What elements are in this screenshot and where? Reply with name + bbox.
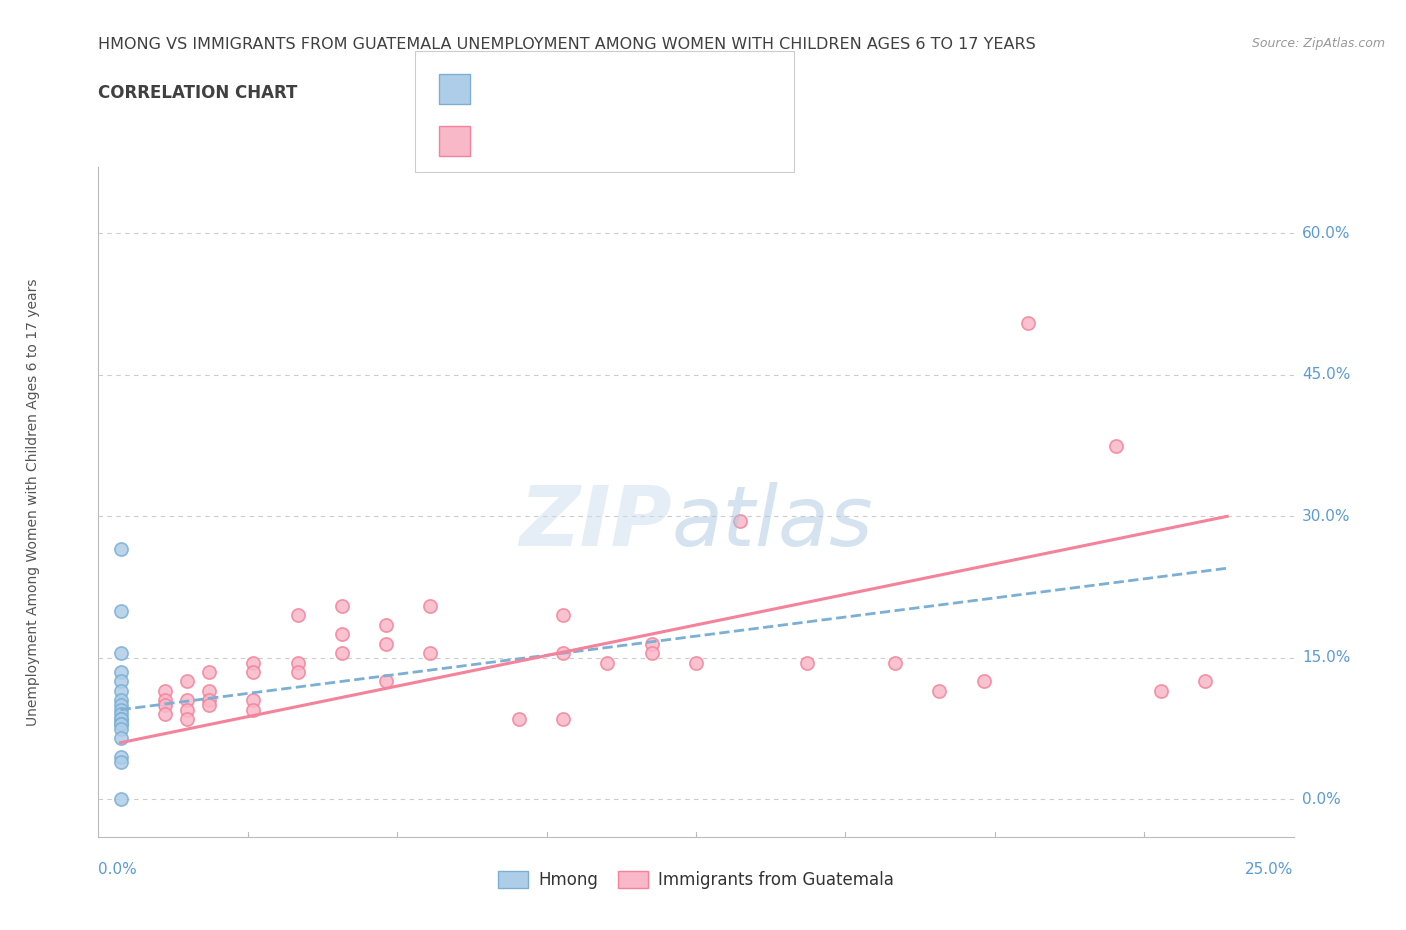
Text: 0.0%: 0.0%	[1302, 791, 1340, 807]
Text: Source: ZipAtlas.com: Source: ZipAtlas.com	[1251, 37, 1385, 50]
Point	[973, 674, 995, 689]
Point	[330, 627, 353, 642]
Text: 60.0%: 60.0%	[1302, 226, 1350, 241]
Text: 15.0%: 15.0%	[1302, 650, 1350, 665]
Legend: Hmong, Immigrants from Guatemala: Hmong, Immigrants from Guatemala	[492, 864, 900, 896]
Point	[110, 716, 132, 731]
Point	[110, 721, 132, 736]
Point	[242, 702, 264, 717]
Point	[375, 674, 398, 689]
Point	[153, 693, 176, 708]
Point	[176, 674, 198, 689]
Text: R = 0.010   N = 19: R = 0.010 N = 19	[478, 78, 636, 96]
Point	[110, 702, 132, 717]
Point	[419, 645, 441, 660]
Text: 0.0%: 0.0%	[98, 862, 138, 877]
Text: Unemployment Among Women with Children Ages 6 to 17 years: Unemployment Among Women with Children A…	[25, 278, 39, 726]
Point	[198, 665, 221, 680]
Point	[685, 655, 707, 670]
Point	[176, 693, 198, 708]
Point	[153, 698, 176, 712]
Point	[110, 698, 132, 712]
Point	[110, 750, 132, 764]
Point	[110, 542, 132, 557]
Point	[1105, 438, 1128, 453]
Point	[1017, 315, 1039, 330]
Point	[242, 655, 264, 670]
Point	[176, 711, 198, 726]
Point	[198, 698, 221, 712]
Point	[641, 645, 664, 660]
Point	[198, 693, 221, 708]
Point	[553, 608, 575, 623]
Point	[1150, 684, 1173, 698]
Point	[553, 711, 575, 726]
Text: CORRELATION CHART: CORRELATION CHART	[98, 84, 298, 101]
Point	[884, 655, 907, 670]
Point	[1194, 674, 1216, 689]
Point	[928, 684, 950, 698]
Point	[110, 604, 132, 618]
Point	[110, 716, 132, 731]
Point	[242, 693, 264, 708]
Point	[110, 674, 132, 689]
Point	[110, 707, 132, 722]
Point	[330, 599, 353, 614]
Point	[153, 707, 176, 722]
Point	[198, 684, 221, 698]
Point	[419, 599, 441, 614]
Point	[375, 618, 398, 632]
Point	[110, 684, 132, 698]
Point	[641, 636, 664, 651]
Text: HMONG VS IMMIGRANTS FROM GUATEMALA UNEMPLOYMENT AMONG WOMEN WITH CHILDREN AGES 6: HMONG VS IMMIGRANTS FROM GUATEMALA UNEMP…	[98, 37, 1036, 52]
Text: 30.0%: 30.0%	[1302, 509, 1350, 524]
Point	[796, 655, 818, 670]
Point	[110, 791, 132, 806]
Point	[596, 655, 619, 670]
Text: 45.0%: 45.0%	[1302, 367, 1350, 382]
Point	[110, 665, 132, 680]
Point	[110, 693, 132, 708]
Point	[242, 665, 264, 680]
Point	[330, 645, 353, 660]
Point	[110, 645, 132, 660]
Point	[153, 684, 176, 698]
Point	[287, 608, 309, 623]
Point	[176, 702, 198, 717]
Point	[110, 731, 132, 746]
Text: R = 0.551   N = 44: R = 0.551 N = 44	[478, 130, 636, 149]
Text: ZIP: ZIP	[519, 482, 672, 563]
Text: atlas: atlas	[672, 482, 873, 563]
Point	[375, 636, 398, 651]
Point	[553, 645, 575, 660]
Point	[508, 711, 530, 726]
Point	[287, 655, 309, 670]
Text: 25.0%: 25.0%	[1246, 862, 1294, 877]
Point	[110, 711, 132, 726]
Point	[728, 513, 751, 528]
Point	[110, 754, 132, 769]
Point	[287, 665, 309, 680]
Point	[110, 711, 132, 726]
